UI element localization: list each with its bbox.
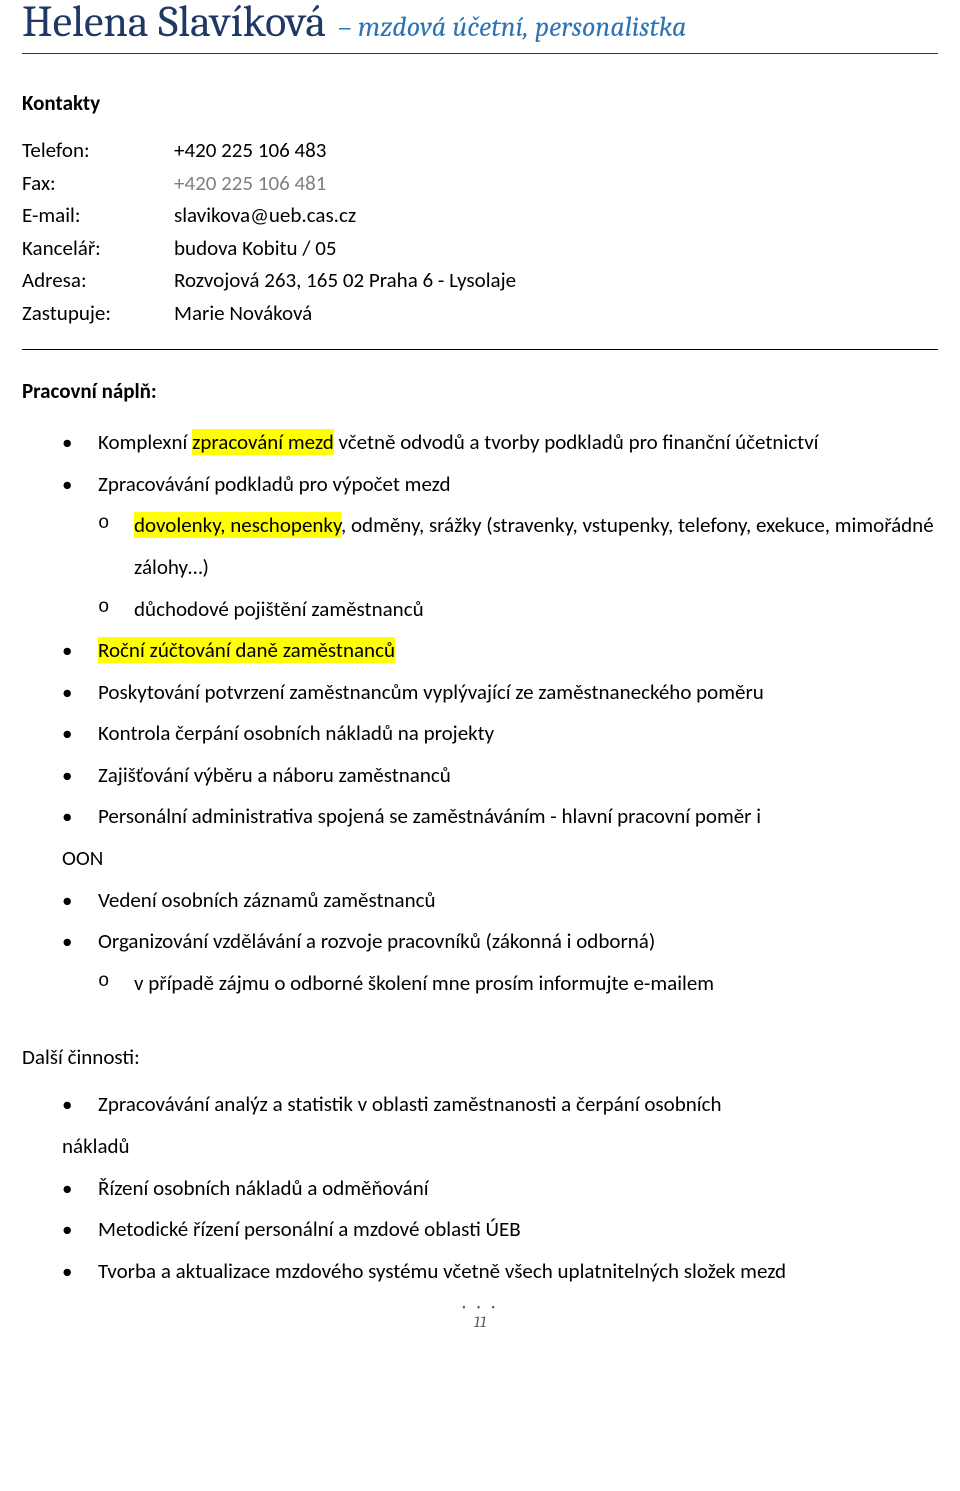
highlighted-text: Roční zúčtování daně zaměstnanců (98, 637, 395, 663)
page: Helena Slavíková – mzdová účetní, person… (0, 0, 960, 1487)
role-separator: – (338, 11, 352, 43)
text-segment: Vedení osobních záznamů zaměstnanců (98, 887, 436, 913)
oon-continuation: OON (22, 838, 938, 880)
list-item: Vedení osobních záznamů zaměstnanců (22, 880, 938, 922)
section-title-workload: Pracovní náplň: (22, 378, 938, 404)
contact-label: Fax: (22, 167, 174, 200)
text-segment: Komplexní (98, 429, 192, 455)
contact-label: Zastupuje: (22, 297, 174, 330)
text-segment: Personální administrativa spojená se zam… (98, 803, 761, 829)
contact-label: Kancelář: (22, 232, 174, 265)
list-item: Zpracovávání analýz a statistik v oblast… (22, 1084, 938, 1126)
other-list-cont: Řízení osobních nákladů a odměňování Met… (22, 1168, 938, 1293)
highlighted-text: zpracování mezd (192, 429, 334, 455)
section-title-other: Další činnosti: (22, 1044, 938, 1070)
sub-list-item: dovolenky, neschopenky, odměny, srážky (… (62, 505, 938, 588)
highlighted-text: dovolenky, neschopenky (134, 512, 341, 538)
sub-list-item: v případě zájmu o odborné školení mne pr… (62, 963, 938, 1005)
workload-list: Komplexní zpracování mezd včetně odvodů … (22, 422, 938, 838)
list-item: Řízení osobních nákladů a odměňování (22, 1168, 938, 1210)
text-segment: Zajišťování výběru a náboru zaměstnanců (98, 762, 451, 788)
contact-row: Zastupuje: Marie Nováková (22, 297, 938, 330)
text-segment: včetně odvodů a tvorby podkladů pro fina… (334, 429, 819, 455)
contact-value: budova Kobitu / 05 (174, 232, 336, 265)
other-list: Zpracovávání analýz a statistik v oblast… (22, 1084, 938, 1126)
contact-value: +420 225 106 481 (174, 167, 326, 200)
contact-value: +420 225 106 483 (174, 134, 326, 167)
list-item: Kontrola čerpání osobních nákladů na pro… (22, 713, 938, 755)
contact-row: Kancelář: budova Kobitu / 05 (22, 232, 938, 265)
list-item: Roční zúčtování daně zaměstnanců (22, 630, 938, 672)
contact-label: Telefon: (22, 134, 174, 167)
line-continuation: nákladů (22, 1126, 938, 1168)
contact-row: Fax: +420 225 106 481 (22, 167, 938, 200)
contact-row: E-mail: slavikova@ueb.cas.cz (22, 199, 938, 232)
text-segment: důchodové pojištění zaměstnanců (134, 596, 424, 622)
text-segment: Tvorba a aktualizace mzdového systému vč… (98, 1258, 786, 1284)
list-item: Tvorba a aktualizace mzdového systému vč… (22, 1251, 938, 1293)
text-segment: v případě zájmu o odborné školení mne pr… (134, 970, 714, 996)
text-segment: Zpracovávání analýz a statistik v oblast… (98, 1091, 722, 1117)
contact-value: Rozvojová 263, 165 02 Praha 6 - Lysolaje (174, 264, 516, 297)
list-item: Organizování vzdělávání a rozvoje pracov… (22, 921, 938, 1004)
list-item: Komplexní zpracování mezd včetně odvodů … (22, 422, 938, 464)
text-segment: Řízení osobních nákladů a odměňování (98, 1175, 429, 1201)
contact-label: Adresa: (22, 264, 174, 297)
contact-value: slavikova@ueb.cas.cz (174, 199, 356, 232)
list-item: Metodické řízení personální a mzdové obl… (22, 1209, 938, 1251)
contact-row: Telefon: +420 225 106 483 (22, 134, 938, 167)
divider (22, 349, 938, 350)
title-block: Helena Slavíková – mzdová účetní, person… (22, 0, 938, 54)
text-segment: Kontrola čerpání osobních nákladů na pro… (98, 720, 494, 746)
text-segment: Organizování vzdělávání a rozvoje pracov… (98, 928, 655, 954)
person-role: – mzdová účetní, personalistka (330, 11, 687, 43)
role-text: mzdová účetní, personalistka (358, 11, 687, 43)
list-item: Zajišťování výběru a náboru zaměstnanců (22, 755, 938, 797)
person-name: Helena Slavíková (22, 0, 326, 47)
text-segment: Poskytování potvrzení zaměstnancům vyplý… (98, 679, 764, 705)
contact-label: E-mail: (22, 199, 174, 232)
contact-row: Adresa: Rozvojová 263, 165 02 Praha 6 - … (22, 264, 938, 297)
sub-list: v případě zájmu o odborné školení mne pr… (62, 963, 938, 1005)
text-segment: Zpracovávání podkladů pro výpočet mezd (98, 471, 451, 497)
page-number: 11 (22, 1313, 938, 1331)
list-item: Poskytování potvrzení zaměstnancům vyplý… (22, 672, 938, 714)
sub-list: dovolenky, neschopenky, odměny, srážky (… (62, 505, 938, 630)
list-item: Zpracovávání podkladů pro výpočet mezd d… (22, 464, 938, 630)
list-item: Personální administrativa spojená se zam… (22, 796, 938, 838)
sub-list-item: důchodové pojištění zaměstnanců (62, 589, 938, 631)
workload-list-cont: Vedení osobních záznamů zaměstnanců Orga… (22, 880, 938, 1005)
contacts-table: Telefon: +420 225 106 483 Fax: +420 225 … (22, 134, 938, 329)
text-segment: Metodické řízení personální a mzdové obl… (98, 1216, 521, 1242)
contacts-title: Kontakty (22, 90, 938, 116)
contact-value: Marie Nováková (174, 297, 312, 330)
